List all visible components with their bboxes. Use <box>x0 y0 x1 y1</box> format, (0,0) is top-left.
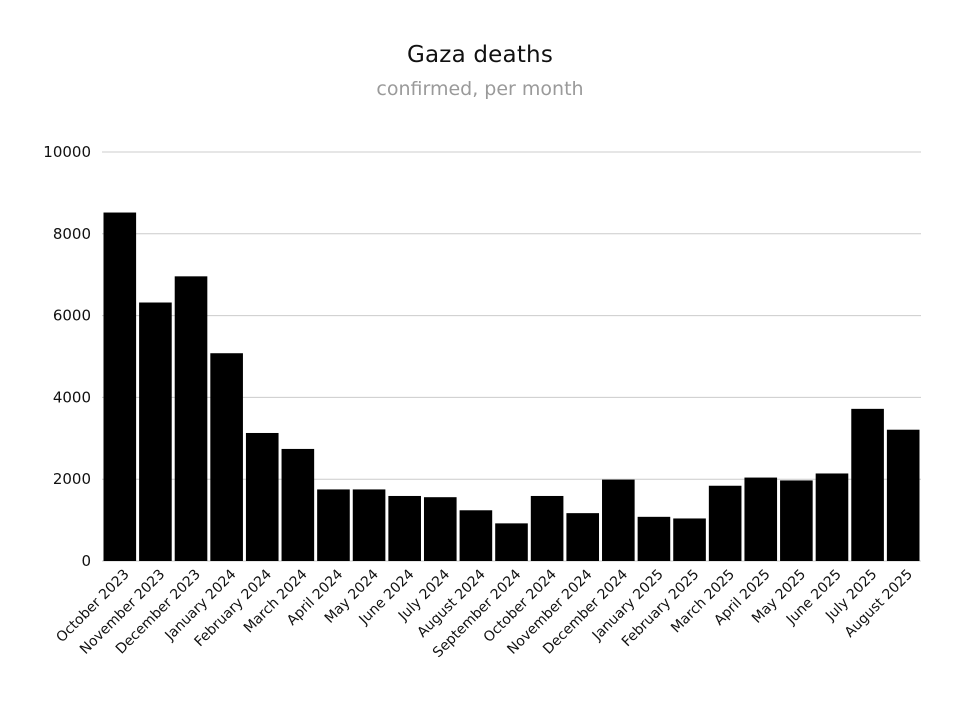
bar <box>566 513 600 561</box>
bar <box>139 302 172 561</box>
bar <box>673 518 706 561</box>
bar <box>637 516 671 561</box>
y-tick-label: 2000 <box>53 470 91 488</box>
bar <box>530 495 564 561</box>
bar <box>352 489 386 561</box>
bar <box>281 448 315 561</box>
bar <box>744 477 778 561</box>
bar <box>174 276 208 561</box>
bar <box>388 495 421 561</box>
bar <box>708 485 742 561</box>
y-tick-label: 10000 <box>43 143 91 161</box>
bar <box>103 212 137 562</box>
y-tick-label: 0 <box>81 552 91 570</box>
bar <box>245 432 279 561</box>
bar <box>495 523 528 561</box>
y-tick-label: 6000 <box>53 307 91 325</box>
chart-title: Gaza deaths <box>406 42 554 68</box>
bar <box>459 510 493 561</box>
y-tick-label: 8000 <box>53 225 91 243</box>
bar <box>815 473 849 561</box>
bar <box>886 429 920 561</box>
bar <box>602 479 635 561</box>
bar <box>317 489 350 561</box>
chart-subtitle: confirmed, per month <box>376 78 584 100</box>
bar <box>210 353 243 561</box>
bar <box>423 497 457 561</box>
y-tick-label: 4000 <box>53 388 91 406</box>
bar <box>851 408 884 561</box>
bar <box>780 480 813 561</box>
